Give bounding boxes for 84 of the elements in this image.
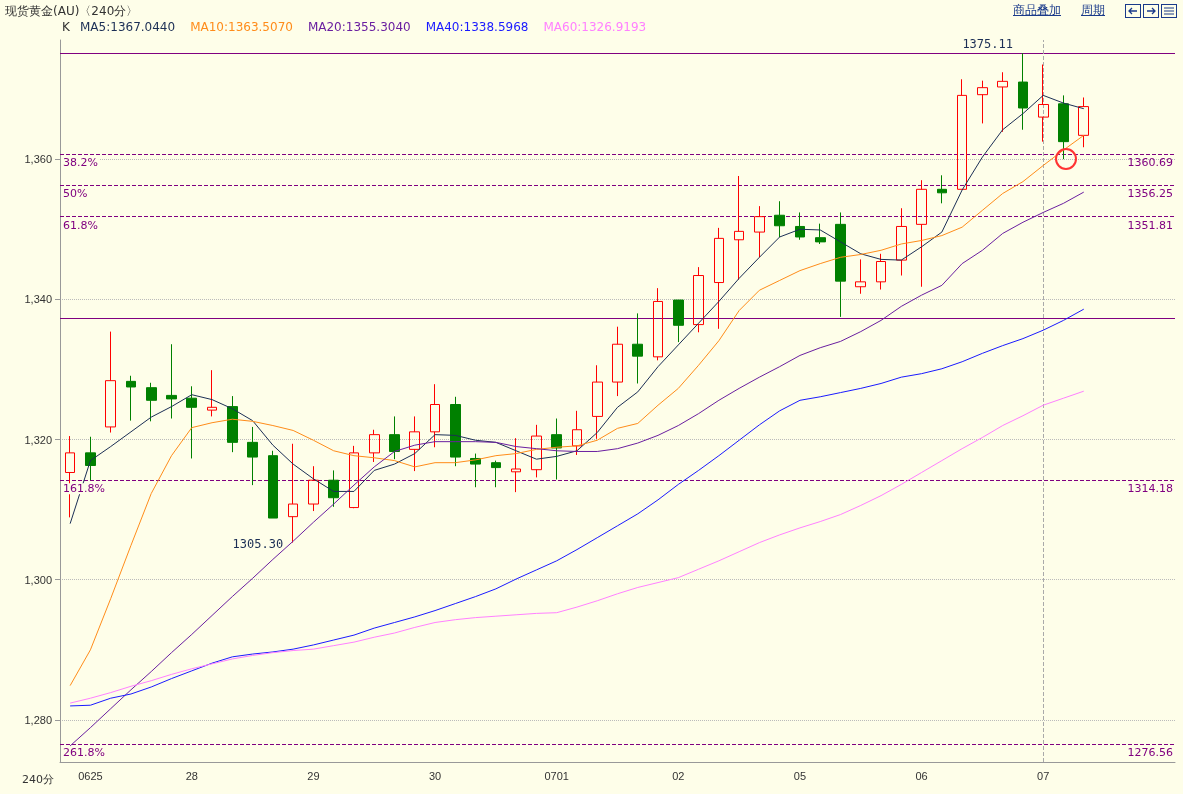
annotation: 38.2% <box>63 156 98 170</box>
candlestick <box>774 200 785 238</box>
candlestick <box>876 253 886 291</box>
candlestick <box>409 415 420 472</box>
annotation: 261.8% <box>63 746 105 760</box>
candlestick <box>653 287 663 361</box>
x-tick-label: 28 <box>185 769 198 782</box>
y-tick-label: 1,360 <box>24 153 52 166</box>
candlestick <box>328 469 339 508</box>
candlestick <box>855 258 866 295</box>
candlestick <box>937 174 947 204</box>
candlestick <box>531 424 542 478</box>
candlestick <box>1078 96 1089 148</box>
candlestick <box>896 207 907 277</box>
annotation: 50% <box>63 187 88 201</box>
candlestick <box>491 460 501 488</box>
candlestick <box>247 426 258 486</box>
annotation: 61.8% <box>63 218 98 232</box>
chart-title: 现货黄金(AU)〈240分〉 <box>5 4 139 18</box>
candlestick <box>227 395 238 453</box>
text: MA20:1355.3040 <box>307 20 411 34</box>
annotation: 1375.11 <box>962 37 1013 52</box>
candlestick <box>592 364 603 440</box>
x-tick-label: 02 <box>672 769 685 782</box>
candlestick <box>389 415 400 460</box>
text: 周期 <box>1081 2 1105 19</box>
candlestick <box>369 429 380 463</box>
ref-line-label: 1351.81 <box>1127 218 1174 232</box>
y-tick-label: 1,320 <box>24 433 52 446</box>
candlestick <box>795 211 805 241</box>
text: MA40:1338.5968 <box>425 20 529 34</box>
y-tick-label: 1,280 <box>24 713 52 726</box>
candlestick <box>572 410 582 456</box>
candlestick <box>105 331 116 434</box>
candlestick <box>268 450 278 519</box>
x-tick-label: 05 <box>793 769 807 782</box>
x-tick-label: 0701 <box>544 769 569 782</box>
x-tick-label: 06 <box>915 769 928 782</box>
text: 商品叠加 <box>1013 2 1061 19</box>
ref-line-label: 1314.18 <box>1127 482 1174 496</box>
ref-line-label: 1360.69 <box>1127 156 1174 170</box>
candlestick <box>146 382 157 422</box>
candlestick <box>1038 64 1049 143</box>
candlestick <box>815 223 826 245</box>
annotation: 161.8% <box>63 482 105 496</box>
annotation: 1305.30 <box>232 536 284 551</box>
candlestick <box>1018 52 1028 131</box>
x-tick-label: 07 <box>1037 769 1050 782</box>
candlestick <box>1058 94 1069 160</box>
candlestick <box>308 465 319 512</box>
legend-title: K <box>62 20 71 34</box>
x-tick-label: 30 <box>428 769 442 782</box>
x-axis-title: 240分 <box>22 773 54 786</box>
candlestick <box>673 299 684 343</box>
candlestick <box>207 369 217 417</box>
text: MA10:1363.5070 <box>190 20 293 34</box>
ref-line-label: 1356.25 <box>1127 187 1174 201</box>
candlestick <box>714 227 724 330</box>
ref-line-label: 1276.56 <box>1127 746 1174 760</box>
candlestick <box>957 78 967 190</box>
candlestick <box>126 375 136 422</box>
candlestick <box>166 343 177 420</box>
candlestick <box>612 326 623 397</box>
text: MA60:1326.9193 <box>543 20 647 34</box>
candlestick <box>835 211 846 318</box>
candlestick <box>430 383 440 448</box>
text: MA5:1367.0440 <box>80 20 176 34</box>
candlestick <box>997 71 1008 133</box>
candlestick <box>288 443 298 544</box>
y-tick-label: 1,300 <box>24 573 52 586</box>
y-tick-label: 1,340 <box>24 293 52 306</box>
x-tick-label: 29 <box>307 769 320 782</box>
x-tick-label: 0625 <box>78 769 103 782</box>
candlestick <box>349 445 359 509</box>
candlestick <box>186 385 197 459</box>
candlestick <box>977 80 988 124</box>
candlestick <box>754 205 765 258</box>
candlestick <box>551 418 562 481</box>
candlestick <box>916 179 927 288</box>
candlestick <box>734 175 744 281</box>
candlestick <box>693 266 704 333</box>
candlestick <box>450 396 461 467</box>
candlestick <box>511 437 521 493</box>
candlestick <box>632 312 643 384</box>
